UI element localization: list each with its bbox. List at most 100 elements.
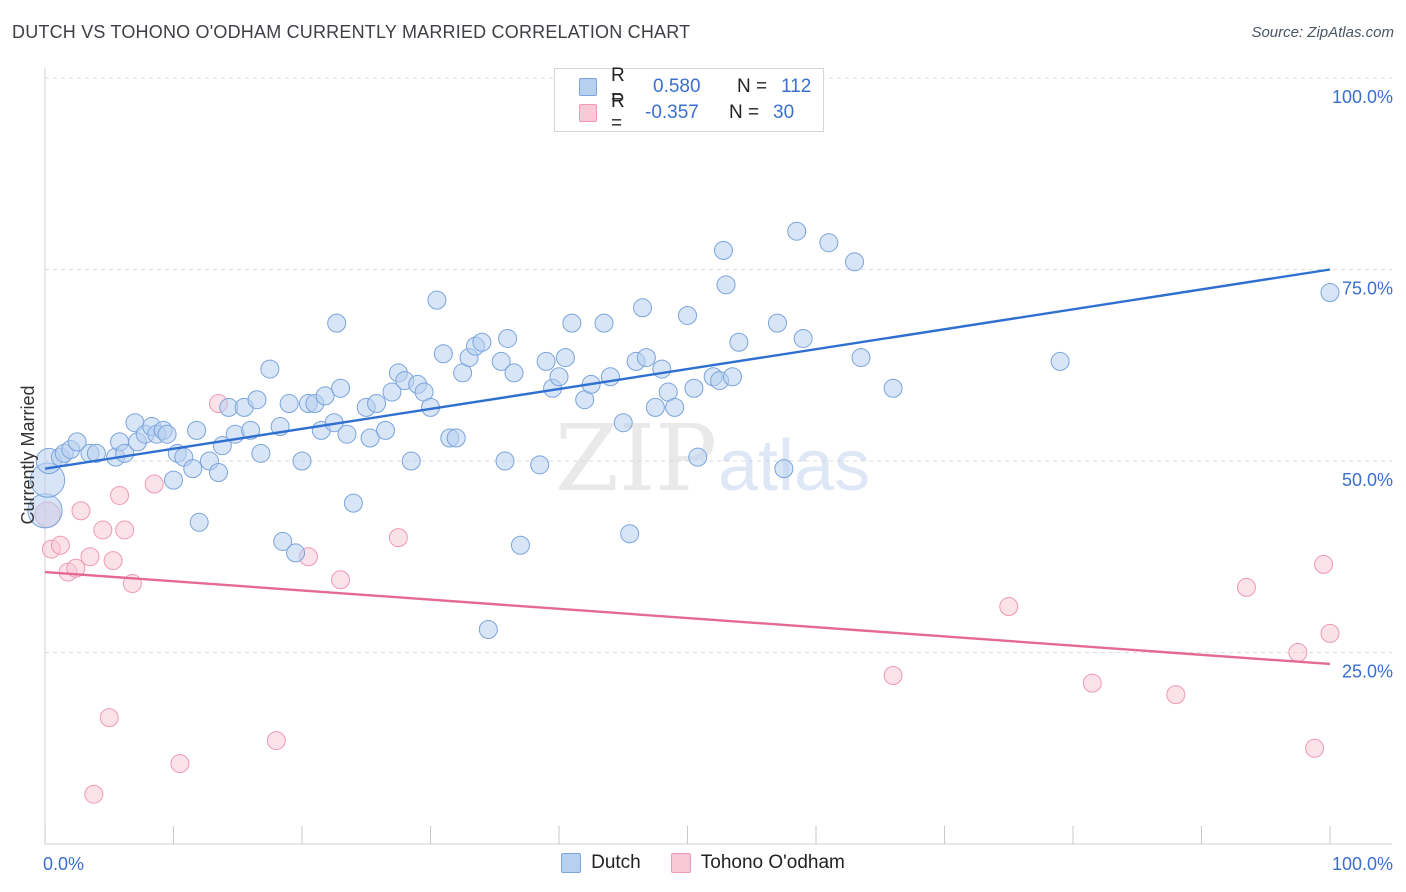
- dutch-swatch: [579, 78, 597, 96]
- dutch-trend-line: [44, 268, 1331, 470]
- dutch-point: [562, 313, 582, 333]
- stats-legend: R = 0.580 N = 112 R = -0.357 N = 30: [554, 65, 824, 134]
- dutch-point: [376, 420, 396, 440]
- x-tick-label-min: 0.0%: [43, 854, 84, 874]
- tohono-point: [110, 485, 130, 505]
- legend-row-tohono: R = -0.357 N = 30: [579, 91, 795, 134]
- dutch-point: [157, 424, 177, 444]
- tohono-trend-line: [44, 570, 1331, 666]
- dutch-point: [688, 447, 708, 467]
- dutch-points: [27, 221, 1340, 640]
- tohono-point: [1166, 685, 1186, 705]
- dutch-point: [446, 428, 466, 448]
- dutch-point: [478, 620, 498, 640]
- tohono-point: [99, 708, 119, 728]
- dutch-point: [510, 535, 530, 555]
- x-tick-label-max: 100.0%: [1332, 854, 1393, 874]
- tohono-swatch: [579, 104, 597, 122]
- y-tick-label: 25.0%: [1342, 662, 1393, 682]
- dutch-point: [684, 378, 704, 398]
- y-tick-label: 100.0%: [1332, 87, 1393, 107]
- watermark-atlas: atlas: [718, 426, 870, 506]
- r-value: -0.357: [645, 102, 699, 123]
- dutch-point: [260, 359, 280, 379]
- dutch-point: [819, 233, 839, 253]
- n-label: N =: [737, 76, 768, 97]
- dutch-point: [793, 328, 813, 348]
- dutch-point: [713, 240, 733, 260]
- dutch-point: [549, 367, 569, 387]
- series-legend: Dutch Tohono O'odham: [0, 852, 1406, 874]
- dutch-point: [247, 390, 267, 410]
- source-label: Source: ZipAtlas.com: [1251, 24, 1394, 41]
- dutch-point: [845, 252, 865, 272]
- y-tick-label: 75.0%: [1342, 279, 1393, 299]
- dutch-point: [279, 394, 299, 414]
- tohono-point: [1236, 577, 1256, 597]
- r-label: R =: [611, 91, 625, 134]
- dutch-point: [67, 432, 87, 452]
- tohono-point: [1320, 623, 1340, 643]
- tohono-point: [1314, 554, 1334, 574]
- tohono-point: [999, 597, 1019, 617]
- dutch-point: [241, 420, 261, 440]
- tohono-point: [66, 558, 86, 578]
- tohono-point: [93, 520, 113, 540]
- dutch-point: [331, 378, 351, 398]
- dutch-point: [427, 290, 447, 310]
- dutch-point: [645, 397, 665, 417]
- dutch-point: [187, 420, 207, 440]
- dutch-point: [491, 351, 511, 371]
- tohono-point: [71, 501, 91, 521]
- legend-row-dutch: R = 0.580 N = 112: [579, 65, 811, 108]
- dutch-point: [273, 531, 293, 551]
- y-axis-label: Currently Married: [18, 385, 38, 524]
- dutch-point: [613, 413, 633, 433]
- dutch-point: [851, 348, 871, 368]
- dutch-point: [716, 275, 736, 295]
- dutch-point: [495, 451, 515, 471]
- legend-item-tohono: Tohono O'odham: [670, 852, 845, 874]
- dutch-point: [722, 367, 742, 387]
- y-tick-label: 50.0%: [1342, 470, 1393, 490]
- dutch-point: [1050, 351, 1070, 371]
- dutch-point: [498, 328, 518, 348]
- tohono-legend-swatch: [670, 853, 691, 873]
- tohono-point: [144, 474, 164, 494]
- dutch-point: [729, 332, 749, 352]
- dutch-point: [652, 359, 672, 379]
- n-value: 30: [773, 102, 795, 123]
- dutch-point: [343, 493, 363, 513]
- dutch-point: [164, 470, 183, 490]
- dutch-point: [337, 424, 357, 444]
- dutch-point: [883, 378, 903, 398]
- dutch-point: [774, 459, 794, 479]
- dutch-point: [594, 313, 614, 333]
- dutch-point: [189, 512, 209, 532]
- dutch-point: [767, 313, 787, 333]
- n-label: N =: [729, 102, 760, 123]
- dutch-point: [530, 455, 550, 475]
- dutch-point: [433, 344, 453, 364]
- dutch-point: [620, 524, 640, 544]
- dutch-point: [251, 443, 271, 463]
- dutch-point: [636, 348, 656, 368]
- dutch-point: [555, 348, 575, 368]
- tohono-point: [1288, 643, 1308, 662]
- dutch-point: [286, 543, 306, 563]
- r-label: R =: [611, 65, 625, 108]
- tohono-point: [50, 535, 70, 555]
- dutch-point: [86, 443, 106, 463]
- tohono-point: [80, 547, 100, 567]
- dutch-point: [208, 462, 228, 482]
- tick-labels: 25.0% 50.0% 75.0% 100.0% 0.0% 100.0%: [43, 87, 1393, 874]
- dutch-point: [292, 451, 312, 471]
- legend-label-dutch: Dutch: [591, 852, 641, 873]
- dutch-point: [633, 298, 653, 318]
- dutch-point: [678, 305, 697, 325]
- dutch-point: [360, 428, 380, 448]
- dutch-point: [665, 397, 685, 417]
- dutch-point: [327, 313, 347, 333]
- legend-label-tohono: Tohono O'odham: [700, 852, 845, 873]
